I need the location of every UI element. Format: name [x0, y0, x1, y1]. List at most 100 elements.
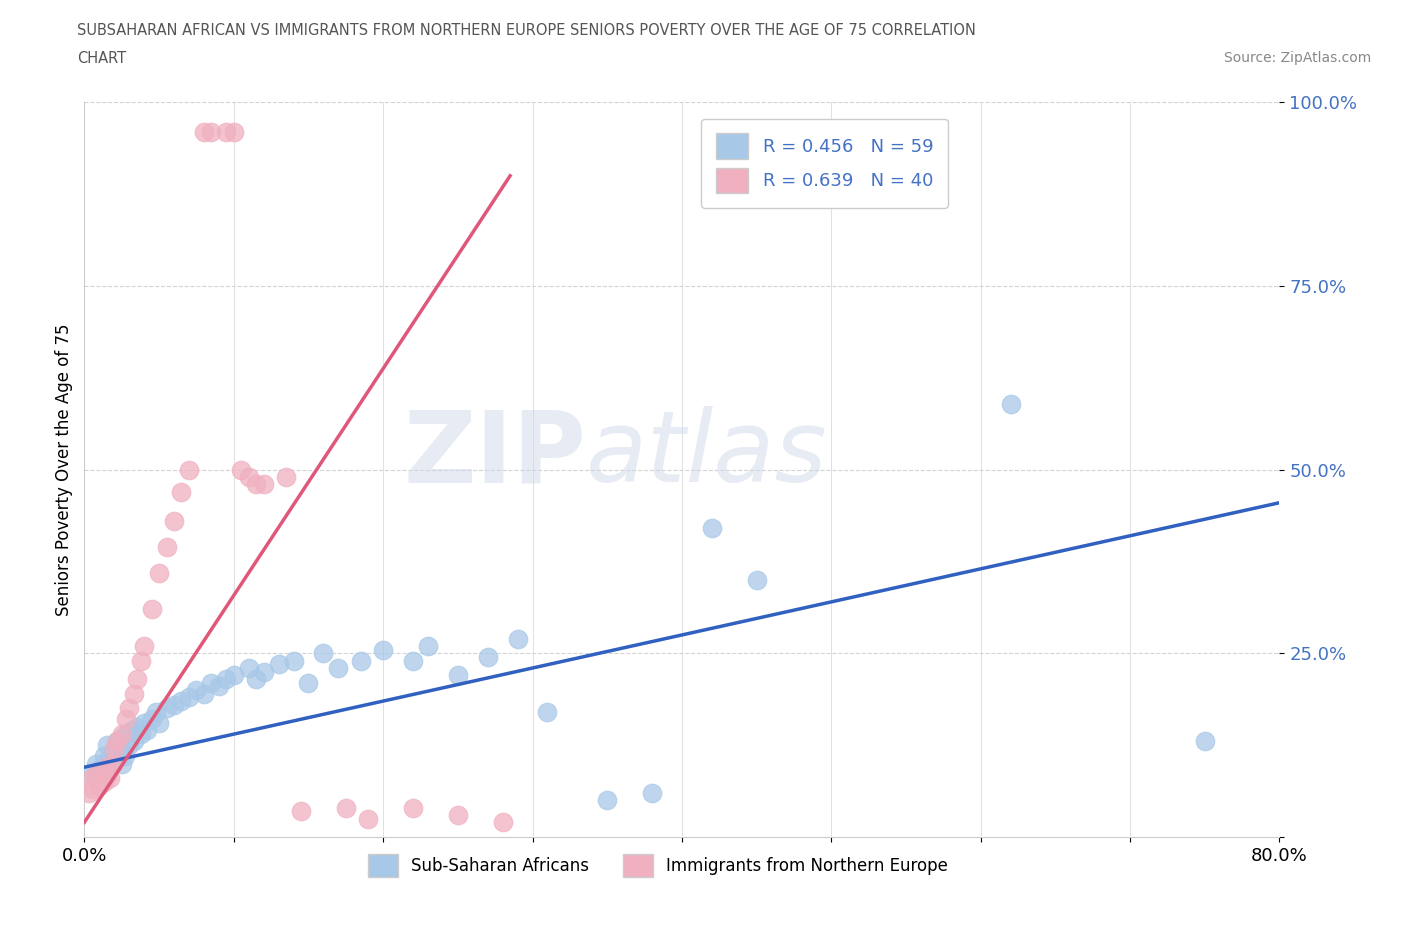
Text: SUBSAHARAN AFRICAN VS IMMIGRANTS FROM NORTHERN EUROPE SENIORS POVERTY OVER THE A: SUBSAHARAN AFRICAN VS IMMIGRANTS FROM NO… — [77, 23, 976, 38]
Point — [97, 752, 120, 767]
Point — [118, 701, 141, 716]
Text: Source: ZipAtlas.com: Source: ZipAtlas.com — [1223, 51, 1371, 65]
Point — [101, 756, 124, 771]
Point — [100, 760, 122, 775]
Point — [641, 786, 664, 801]
Point — [132, 639, 156, 654]
Point — [170, 485, 193, 499]
Point — [253, 664, 276, 679]
Point — [222, 668, 245, 683]
Point — [267, 657, 290, 671]
Point — [91, 764, 114, 778]
Point — [283, 653, 305, 668]
Point — [129, 653, 152, 668]
Point — [77, 786, 100, 801]
Point — [215, 671, 238, 686]
Point — [245, 671, 267, 686]
Point — [170, 694, 193, 709]
Point — [402, 653, 425, 668]
Point — [253, 477, 276, 492]
Point — [80, 771, 103, 786]
Point — [96, 737, 118, 752]
Point — [536, 705, 558, 720]
Text: atlas: atlas — [586, 406, 828, 503]
Point — [148, 565, 170, 580]
Point — [93, 775, 115, 790]
Point — [312, 646, 335, 661]
Point — [118, 737, 141, 752]
Point — [148, 716, 170, 731]
Point — [492, 815, 515, 830]
Point — [121, 723, 143, 737]
Point — [700, 521, 723, 536]
Point — [145, 705, 167, 720]
Point — [477, 649, 499, 664]
Point — [155, 539, 177, 554]
Point — [245, 477, 267, 492]
Y-axis label: Seniors Poverty Over the Age of 75: Seniors Poverty Over the Age of 75 — [55, 324, 73, 616]
Point — [193, 686, 215, 701]
Point — [91, 760, 114, 775]
Point — [136, 723, 159, 737]
Text: ZIP: ZIP — [404, 406, 586, 503]
Point — [506, 631, 529, 646]
Point — [193, 125, 215, 140]
Point — [129, 726, 152, 741]
Point — [101, 745, 124, 760]
Point — [115, 712, 138, 727]
Text: CHART: CHART — [77, 51, 127, 66]
Point — [86, 756, 108, 771]
Point — [373, 643, 395, 658]
Point — [274, 470, 297, 485]
Point — [105, 734, 128, 749]
Point — [447, 807, 470, 822]
Point — [103, 741, 125, 756]
Point — [745, 573, 768, 588]
Point — [163, 513, 186, 528]
Point — [231, 462, 253, 477]
Point — [290, 804, 312, 818]
Point — [200, 675, 222, 690]
Point — [93, 749, 115, 764]
Point — [335, 800, 357, 815]
Point — [328, 660, 350, 675]
Point — [115, 726, 138, 741]
Point — [596, 792, 619, 807]
Point — [96, 760, 118, 775]
Point — [125, 720, 148, 735]
Point — [208, 679, 231, 694]
Point — [111, 756, 134, 771]
Point — [105, 734, 128, 749]
Point — [132, 716, 156, 731]
Point — [122, 734, 145, 749]
Point — [111, 730, 134, 745]
Point — [1194, 734, 1216, 749]
Point — [141, 602, 163, 617]
Point — [200, 125, 222, 140]
Point — [416, 639, 439, 654]
Point — [238, 470, 260, 485]
Point — [350, 653, 373, 668]
Point — [114, 749, 136, 764]
Point — [98, 771, 121, 786]
Point — [238, 660, 260, 675]
Point — [111, 726, 134, 741]
Point — [86, 767, 108, 782]
Point — [357, 811, 380, 826]
Point — [1000, 396, 1022, 411]
Point — [107, 745, 129, 760]
Point — [402, 800, 425, 815]
Point — [215, 125, 238, 140]
Legend: Sub-Saharan Africans, Immigrants from Northern Europe: Sub-Saharan Africans, Immigrants from No… — [361, 847, 955, 884]
Point — [222, 125, 245, 140]
Point — [155, 701, 177, 716]
Point — [96, 767, 118, 782]
Point — [447, 668, 470, 683]
Point — [177, 690, 200, 705]
Point — [163, 698, 186, 712]
Point — [177, 462, 200, 477]
Point — [82, 782, 104, 797]
Point — [125, 671, 148, 686]
Point — [80, 767, 103, 782]
Point — [89, 764, 111, 778]
